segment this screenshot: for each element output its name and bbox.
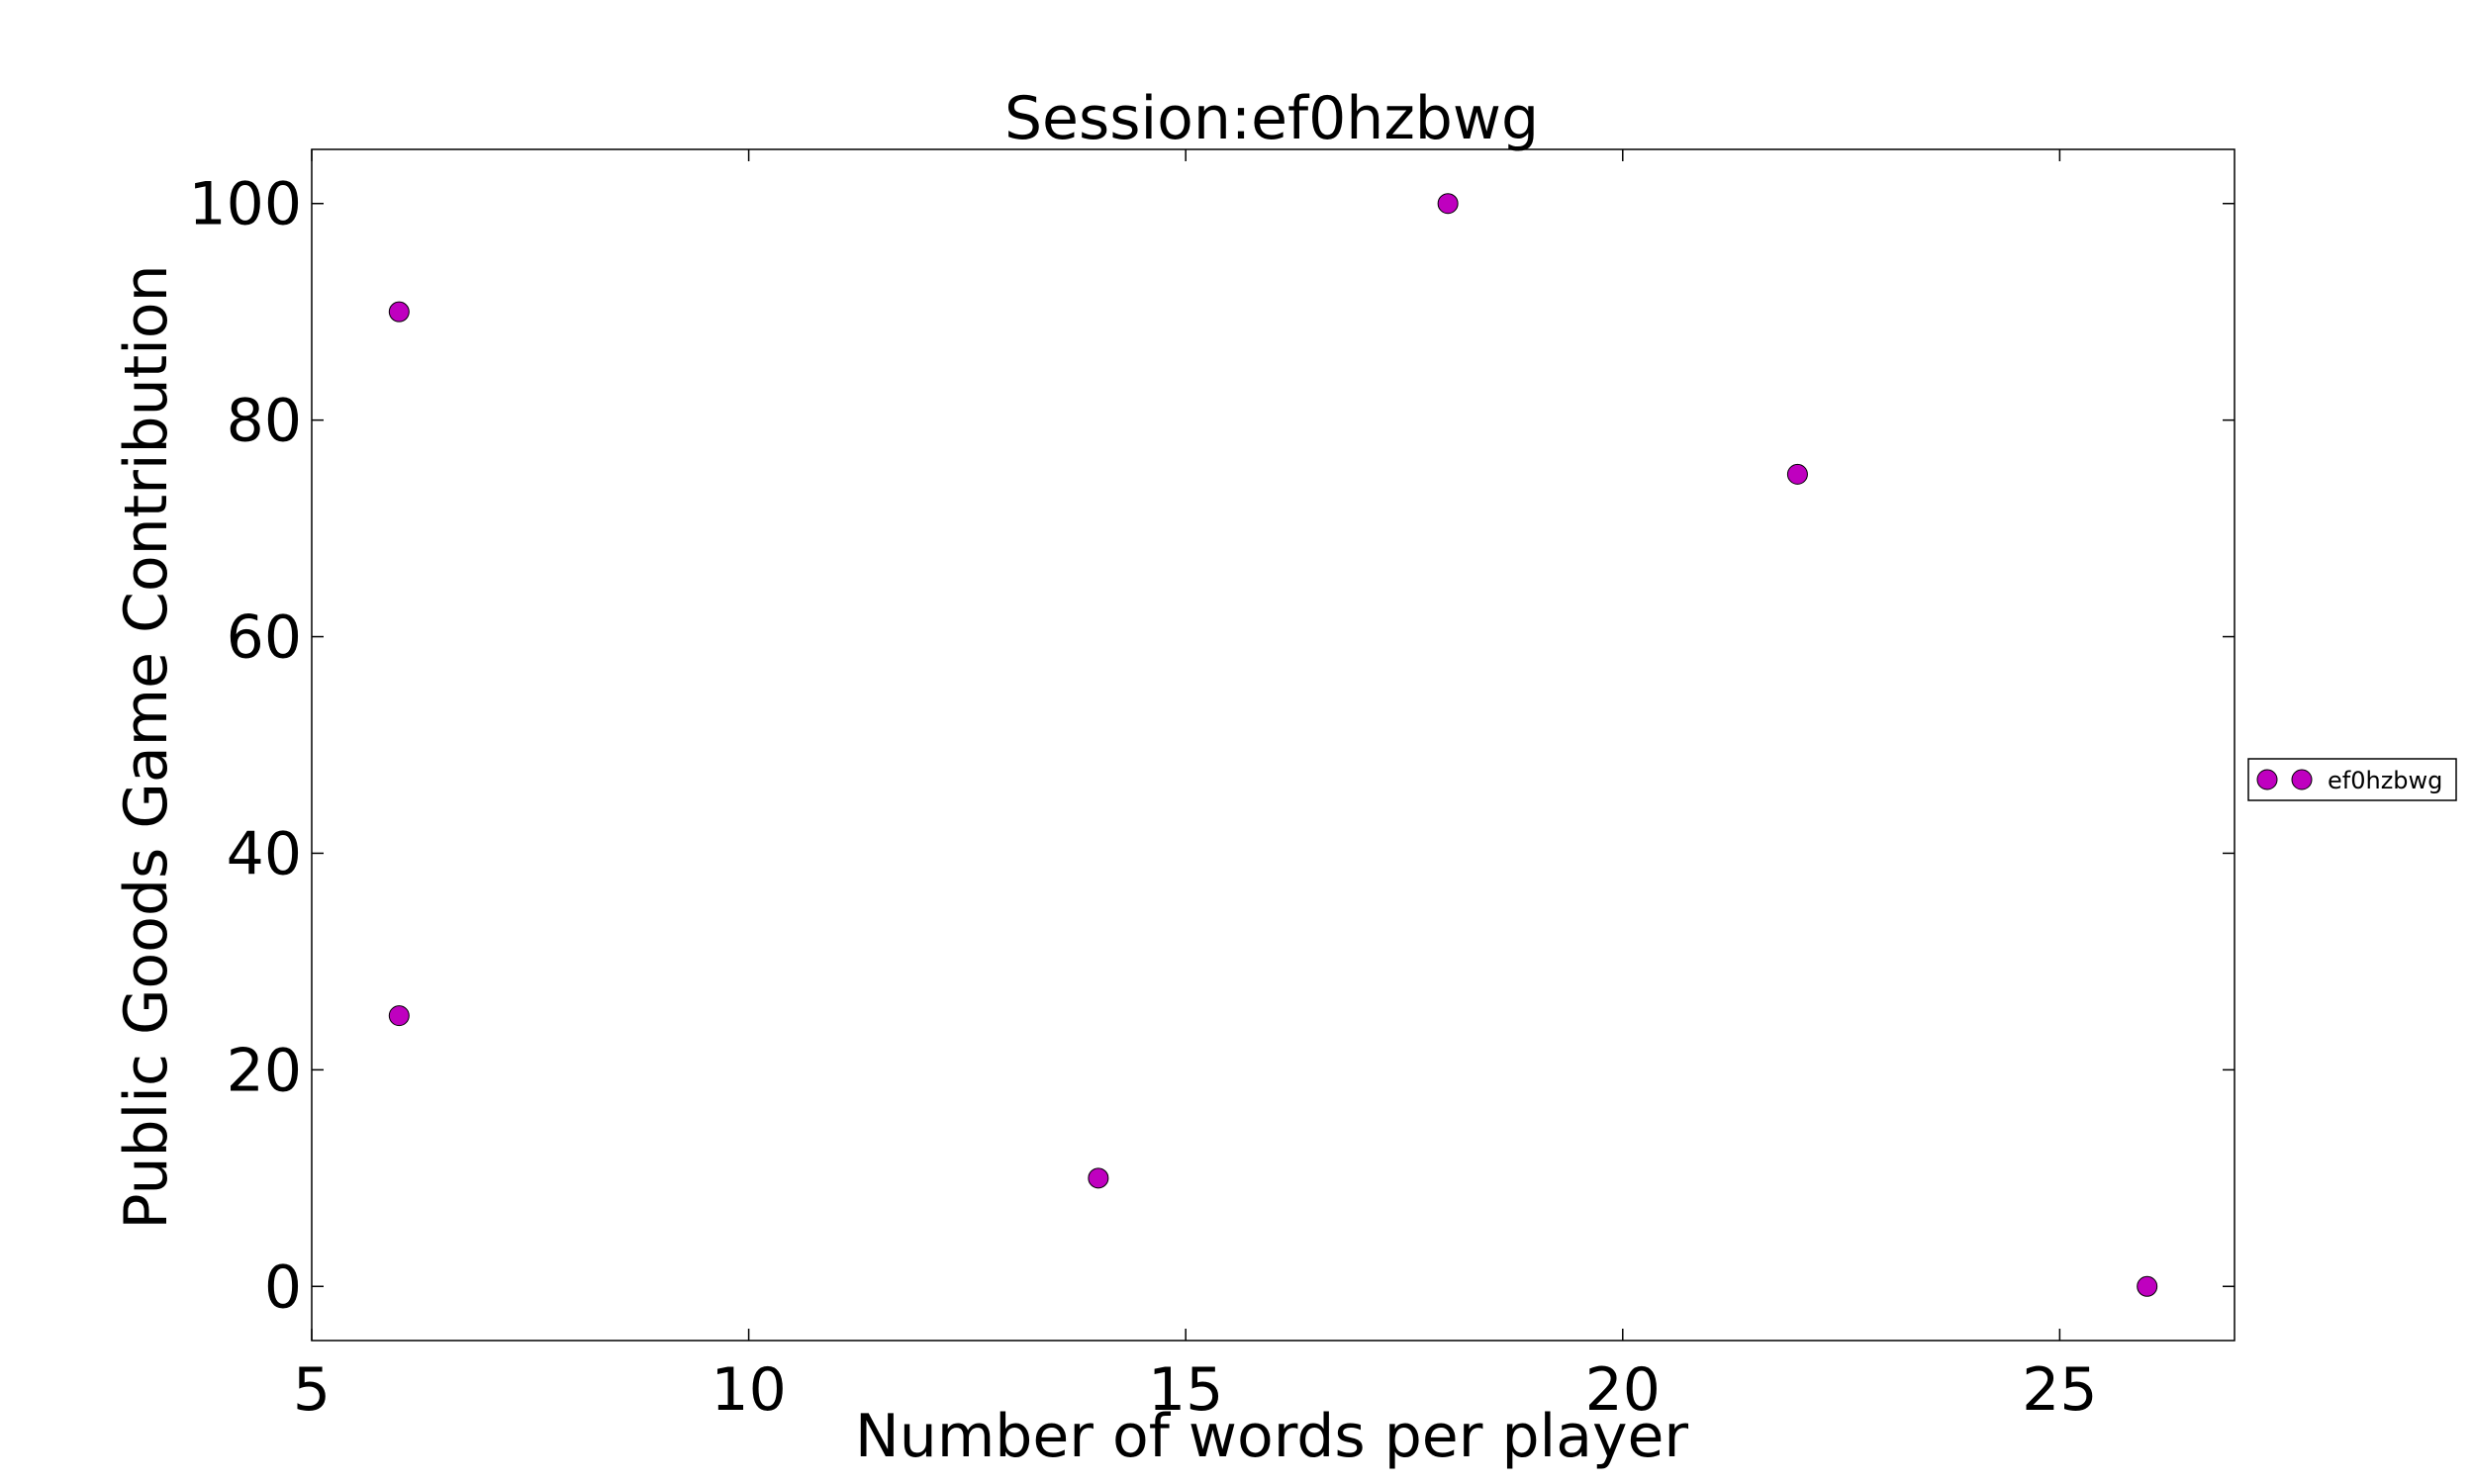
y-axis-label: Public Goods Game Contribution <box>112 264 181 1229</box>
data-point <box>388 301 410 323</box>
legend-marker <box>2256 769 2278 790</box>
data-point <box>1088 1167 1109 1189</box>
y-tick-label: 20 <box>227 1036 302 1105</box>
y-tick-label: 0 <box>264 1252 302 1322</box>
x-axis-label: Number of words per player <box>855 1402 1689 1471</box>
data-point <box>388 1005 410 1027</box>
y-tick-label: 40 <box>227 819 302 888</box>
x-tick-label: 5 <box>293 1355 331 1425</box>
legend-marker <box>2291 769 2313 790</box>
x-tick-label: 20 <box>1585 1355 1661 1425</box>
legend-box <box>2247 758 2457 801</box>
data-point <box>1786 463 1808 485</box>
chart-title: Session:ef0hzbwg <box>1004 84 1539 153</box>
legend: ef0hzbwg <box>2247 758 2457 801</box>
axes: 5 10 15 20 25 0 20 40 60 80 100 <box>188 148 2236 1425</box>
y-tick-label: 100 <box>188 170 302 239</box>
y-tick-label: 60 <box>227 603 302 673</box>
x-tick-label: 15 <box>1148 1355 1223 1425</box>
plot-frame <box>311 148 2236 1342</box>
data-point <box>1437 193 1459 215</box>
x-tick-label: 10 <box>711 1355 786 1425</box>
y-tick-label: 80 <box>227 387 302 456</box>
x-tick-label: 25 <box>2022 1355 2097 1425</box>
data-point <box>2137 1275 2158 1297</box>
data-points <box>388 193 2158 1297</box>
legend-label: ef0hzbwg <box>2328 767 2442 794</box>
